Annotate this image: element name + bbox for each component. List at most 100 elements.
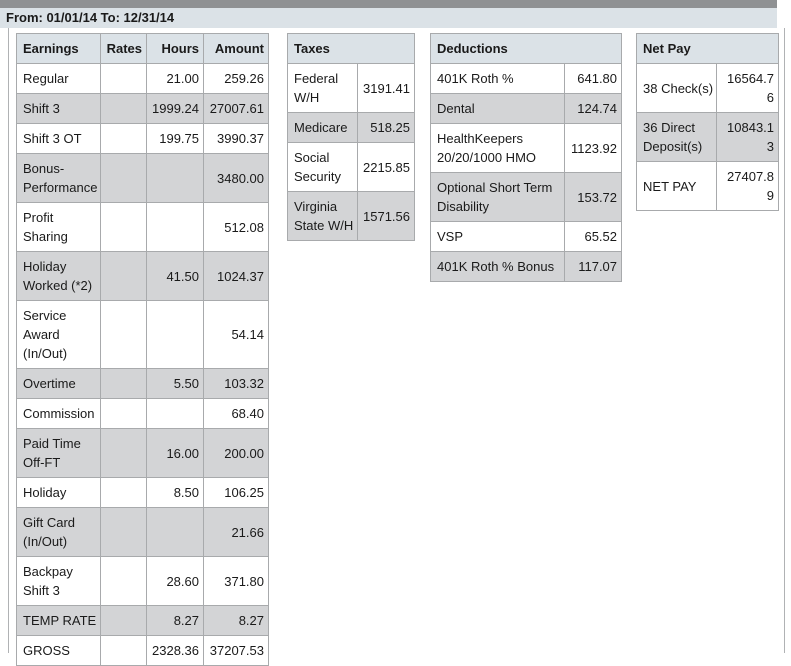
row-hours-value: 28.60 xyxy=(146,556,204,606)
taxes-table: Taxes Federal W/H 3191.41 Medicare 518.25 So… xyxy=(287,33,415,241)
row-amount-value: 1123.92 xyxy=(563,123,623,173)
row-amount-value: 16564.76 xyxy=(716,63,780,113)
table-row: Gift Card (In/Out) 21.66 xyxy=(16,507,269,557)
row-label: Overtime xyxy=(16,368,101,399)
row-amount-value: 641.80 xyxy=(563,63,623,94)
amount-header-cell: Amount xyxy=(203,33,269,64)
row-label: GROSS xyxy=(16,635,101,666)
row-label: TEMP RATE xyxy=(16,605,101,636)
row-rates-value xyxy=(100,556,147,606)
row-rates-value xyxy=(100,477,147,508)
row-rates-value xyxy=(100,368,147,399)
table-row: Overtime 5.50 103.32 xyxy=(16,368,269,399)
table-row: NET PAY 27407.89 xyxy=(636,161,780,211)
row-amount-value: 3480.00 xyxy=(203,153,269,203)
row-hours-value xyxy=(146,153,204,203)
earnings-header-cell: Earnings xyxy=(16,33,101,64)
row-amount-value: 27407.89 xyxy=(716,161,780,211)
net-pay-title: Net Pay xyxy=(636,33,780,64)
row-amount-value: 200.00 xyxy=(203,428,269,478)
row-amount-value: 1024.37 xyxy=(203,251,269,301)
row-amount-value: 54.14 xyxy=(203,300,269,369)
date-range-label: From: 01/01/14 To: 12/31/14 xyxy=(6,10,175,25)
summary-tables-row: Earnings Rates Hours Amount Regular 21.00… xyxy=(16,33,784,666)
row-label: NET PAY xyxy=(636,161,718,211)
row-rates-value xyxy=(100,251,147,301)
row-hours-value: 199.75 xyxy=(146,123,204,154)
row-hours-value xyxy=(146,398,204,429)
row-label: Virginia State W/H xyxy=(287,191,358,241)
row-label: Shift 3 OT xyxy=(16,123,101,154)
table-row: Social Security 2215.85 xyxy=(287,142,415,192)
table-row: Service Award (In/Out) 54.14 xyxy=(16,300,269,369)
row-hours-value: 5.50 xyxy=(146,368,204,399)
row-hours-value: 2328.36 xyxy=(146,635,204,666)
table-row: Dental 124.74 xyxy=(430,93,623,124)
table-row: 401K Roth % Bonus 117.07 xyxy=(430,251,623,282)
row-label: HealthKeepers 20/20/1000 HMO xyxy=(430,123,565,173)
row-amount-value: 68.40 xyxy=(203,398,269,429)
row-amount-value: 65.52 xyxy=(563,221,623,252)
row-label: Holiday xyxy=(16,477,101,508)
table-row: Holiday 8.50 106.25 xyxy=(16,477,269,508)
table-row: 36 Direct Deposit(s) 10843.13 xyxy=(636,112,780,162)
table-row: Profit Sharing 512.08 xyxy=(16,202,269,252)
table-row: Virginia State W/H 1571.56 xyxy=(287,191,415,241)
net-pay-table: Net Pay 38 Check(s) 16564.76 36 Direct Dep… xyxy=(636,33,780,211)
deductions-header-row: Deductions xyxy=(429,33,623,64)
row-hours-value: 16.00 xyxy=(146,428,204,478)
row-amount-value: 2215.85 xyxy=(357,142,415,192)
table-row: GROSS 2328.36 37207.53 xyxy=(16,635,269,666)
row-amount-value: 8.27 xyxy=(203,605,269,636)
table-row: Paid Time Off-FT 16.00 200.00 xyxy=(16,428,269,478)
row-hours-value: 8.50 xyxy=(146,477,204,508)
row-amount-value: 259.26 xyxy=(203,63,269,94)
table-row: Medicare 518.25 xyxy=(287,112,415,143)
table-row: TEMP RATE 8.27 8.27 xyxy=(16,605,269,636)
row-label: 401K Roth % xyxy=(430,63,565,94)
row-label: Commission xyxy=(16,398,101,429)
row-rates-value xyxy=(100,300,147,369)
row-hours-value xyxy=(146,507,204,557)
table-row: Holiday Worked (*2) 41.50 1024.37 xyxy=(16,251,269,301)
row-rates-value xyxy=(100,428,147,478)
row-hours-value xyxy=(146,300,204,369)
row-amount-value: 512.08 xyxy=(203,202,269,252)
deductions-table: Deductions 401K Roth % 641.80 Dental 124.74… xyxy=(429,33,623,282)
row-label: Profit Sharing xyxy=(16,202,101,252)
row-label: Medicare xyxy=(287,112,358,143)
table-row: Federal W/H 3191.41 xyxy=(287,63,415,113)
table-row: Shift 3 OT 199.75 3990.37 xyxy=(16,123,269,154)
table-row: Regular 21.00 259.26 xyxy=(16,63,269,94)
row-label: Paid Time Off-FT xyxy=(16,428,101,478)
row-rates-value xyxy=(100,202,147,252)
row-label: Shift 3 xyxy=(16,93,101,124)
row-label: 401K Roth % Bonus xyxy=(430,251,565,282)
row-hours-value: 1999.24 xyxy=(146,93,204,124)
row-amount-value: 106.25 xyxy=(203,477,269,508)
row-amount-value: 21.66 xyxy=(203,507,269,557)
row-rates-value xyxy=(100,93,147,124)
row-amount-value: 371.80 xyxy=(203,556,269,606)
row-label: Regular xyxy=(16,63,101,94)
row-amount-value: 518.25 xyxy=(357,112,415,143)
row-label: Dental xyxy=(430,93,565,124)
row-amount-value: 3191.41 xyxy=(357,63,415,113)
table-row: Commission 68.40 xyxy=(16,398,269,429)
report-content-frame: Earnings Rates Hours Amount Regular 21.00… xyxy=(8,28,785,666)
row-rates-value xyxy=(100,398,147,429)
row-label: 36 Direct Deposit(s) xyxy=(636,112,718,162)
earnings-table: Earnings Rates Hours Amount Regular 21.00… xyxy=(16,33,269,666)
row-label: Optional Short Term Disability xyxy=(430,172,565,222)
row-rates-value xyxy=(100,153,147,203)
table-row: 38 Check(s) 16564.76 xyxy=(636,63,780,113)
row-amount-value: 37207.53 xyxy=(203,635,269,666)
table-row: Bonus-Performance 3480.00 xyxy=(16,153,269,203)
row-label: Holiday Worked (*2) xyxy=(16,251,101,301)
table-row: Shift 3 1999.24 27007.61 xyxy=(16,93,269,124)
row-label: Service Award (In/Out) xyxy=(16,300,101,369)
rates-header-cell: Rates xyxy=(100,33,147,64)
net-pay-header-row: Net Pay xyxy=(636,33,780,64)
row-label: Federal W/H xyxy=(287,63,358,113)
row-label: Backpay Shift 3 xyxy=(16,556,101,606)
